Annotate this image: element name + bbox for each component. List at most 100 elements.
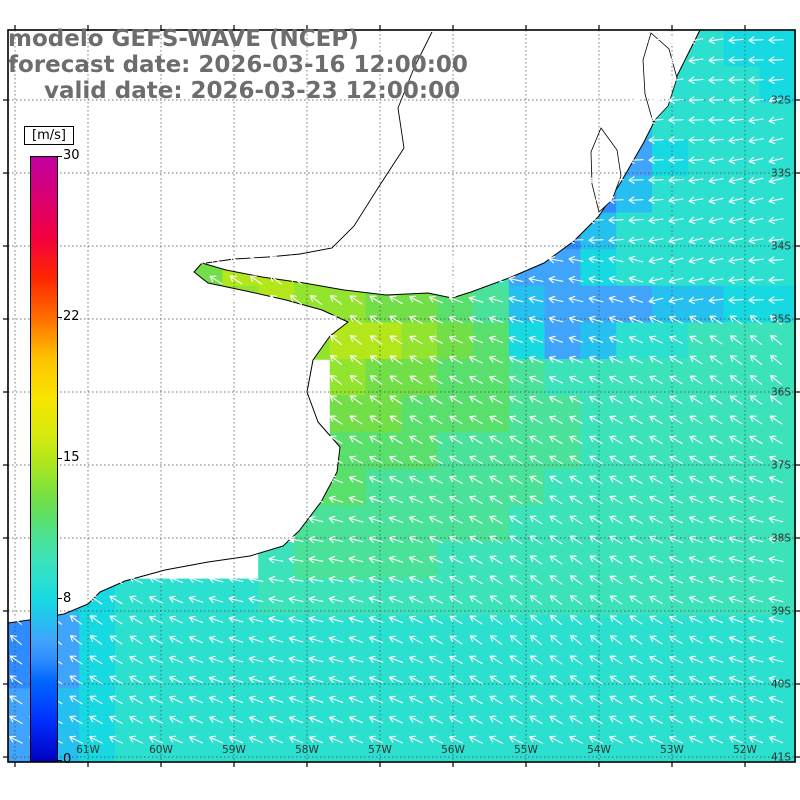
wind-arrow — [669, 315, 683, 324]
wind-arrow — [288, 715, 304, 724]
wind-arrow — [290, 314, 302, 326]
wind-arrow — [629, 355, 643, 364]
field-cell — [687, 322, 725, 360]
wind-arrow — [429, 315, 443, 324]
field-cell — [616, 212, 653, 250]
wind-arrow — [89, 695, 103, 705]
wind-arrow — [348, 575, 364, 584]
wind-arrow — [629, 395, 643, 404]
wind-arrow — [748, 196, 764, 205]
wind-arrow — [89, 615, 103, 625]
wind-arrow — [589, 575, 603, 585]
wind-arrow — [469, 715, 483, 724]
wind-arrow — [728, 176, 744, 185]
wind-arrow — [668, 156, 684, 164]
wind-arrow — [369, 395, 383, 405]
wind-arrow — [529, 655, 543, 665]
wind-arrow — [508, 335, 524, 343]
wind-arrow — [748, 475, 764, 484]
wind-arrow — [328, 715, 344, 724]
wind-arrow — [748, 555, 764, 564]
wind-arrow — [548, 215, 564, 224]
field-cell — [329, 615, 367, 653]
colorbar-tick-mark — [57, 457, 62, 459]
field-cell — [616, 468, 653, 507]
wind-arrow — [389, 635, 403, 644]
field-cell — [115, 725, 152, 763]
field-cell — [258, 578, 295, 616]
wind-arrow — [769, 415, 783, 425]
wind-arrow — [268, 635, 284, 644]
wind-arrow — [509, 655, 523, 665]
wind-arrow — [689, 695, 703, 704]
field-cell — [687, 139, 725, 177]
wind-arrow — [728, 36, 744, 44]
wind-arrow — [409, 615, 423, 624]
wind-arrow — [668, 116, 684, 124]
wind-arrow — [609, 655, 623, 665]
colorbar-tick-mark — [57, 155, 62, 157]
wind-arrow — [509, 695, 523, 705]
wind-arrow — [728, 116, 744, 124]
field-cell — [759, 139, 796, 177]
wind-arrow — [548, 315, 564, 324]
wind-arrow — [228, 615, 244, 624]
wind-arrow — [728, 615, 744, 623]
colorbar-tick-label: 30 — [63, 148, 80, 163]
wind-arrow — [449, 735, 463, 744]
field-cell — [437, 651, 474, 690]
wind-arrow — [449, 315, 463, 324]
field-cell — [616, 285, 653, 324]
wind-arrow — [770, 335, 782, 345]
wind-arrow — [249, 735, 263, 744]
field-cell — [652, 468, 689, 507]
wind-arrow — [449, 415, 463, 425]
wind-arrow — [389, 275, 403, 284]
wind-arrow — [748, 675, 764, 683]
field-cell — [759, 359, 796, 397]
wind-arrow — [349, 435, 363, 445]
wind-arrow — [629, 675, 643, 685]
wind-arrow — [468, 255, 484, 264]
wind-arrow — [529, 695, 543, 705]
wind-arrow — [489, 715, 503, 724]
wind-arrow — [429, 575, 443, 584]
latitude-label: 38S — [771, 533, 791, 545]
wind-arrow — [648, 216, 664, 224]
wind-arrow — [389, 335, 403, 345]
wind-arrow — [649, 715, 663, 724]
wind-arrow — [488, 315, 504, 323]
wind-arrow — [529, 555, 543, 565]
wind-arrow — [689, 415, 703, 425]
wind-arrow — [569, 655, 583, 665]
wind-arrow — [449, 615, 463, 625]
wind-arrow — [69, 715, 83, 725]
field-cell — [723, 432, 761, 470]
longitude-label: 55W — [514, 744, 538, 756]
wind-arrow — [288, 655, 304, 664]
wind-arrow — [549, 555, 563, 565]
wind-arrow — [728, 56, 744, 64]
wind-arrow — [509, 555, 523, 565]
field-cell — [115, 615, 152, 653]
wind-arrow — [668, 196, 684, 204]
wind-arrow — [129, 735, 143, 744]
wind-arrow — [550, 615, 562, 625]
wind-arrow — [549, 715, 563, 725]
wind-arrow — [608, 335, 624, 344]
wind-arrow — [629, 735, 643, 744]
field-cell — [258, 725, 295, 763]
wind-arrow — [469, 555, 483, 564]
wind-arrow — [168, 655, 184, 664]
wind-arrow — [729, 335, 743, 345]
wind-arrow — [688, 236, 704, 245]
field-cell — [759, 505, 796, 543]
wind-arrow — [209, 295, 223, 305]
wind-arrow — [668, 76, 684, 84]
wind-arrow — [189, 735, 203, 744]
wind-arrow — [368, 635, 384, 644]
longitude-label: 59W — [222, 744, 246, 756]
wind-arrow — [310, 334, 322, 346]
wind-arrow — [290, 334, 302, 346]
wind-arrow — [449, 595, 463, 604]
